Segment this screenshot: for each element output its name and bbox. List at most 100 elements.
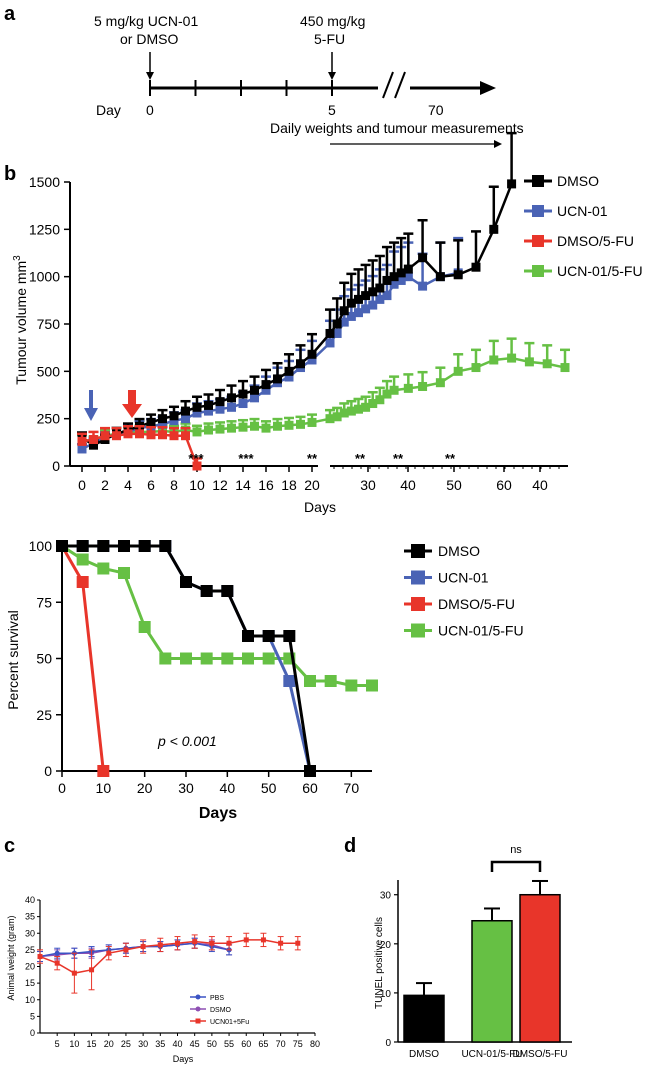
tunel-category-label: DMSO/5-FU [513, 1049, 568, 1060]
tumour-point [215, 404, 225, 414]
tumour-point [238, 422, 248, 432]
tumour-point [389, 279, 399, 289]
weight-point [226, 940, 232, 946]
dose1-arrowhead [146, 72, 154, 80]
tumour-point [169, 411, 179, 421]
survival-ytick-label: 50 [36, 651, 52, 667]
survival-line-ucn-01-5-fu [61, 544, 372, 687]
weight-point [106, 950, 112, 956]
tumour-point [135, 429, 144, 439]
tumour-point [158, 414, 167, 424]
tumour-point [353, 294, 363, 304]
survival-xtick-label: 0 [58, 780, 66, 796]
panel-label-d: d [344, 835, 356, 857]
weight-xtick-label: 5 [55, 1039, 60, 1049]
timeline-label-5fu: 5-FU [314, 31, 345, 47]
tumour-point [339, 408, 349, 418]
weight-point [89, 967, 95, 973]
tumour-point [204, 425, 213, 435]
tumour-point [158, 419, 167, 429]
tumour-point [169, 431, 179, 441]
tumour-point [332, 328, 342, 338]
tumour-point [227, 423, 236, 433]
tunel-ytick-label: 10 [380, 989, 392, 1000]
panel-label-b: b [4, 163, 16, 185]
tumour-line-dmso [81, 183, 513, 447]
timeline-label-dose: 450 mg/kg [300, 13, 365, 29]
survival-point [56, 540, 68, 552]
survival-ytick-label: 25 [36, 707, 52, 723]
panel-label-a: a [4, 3, 16, 25]
survival-point [138, 621, 151, 633]
weight-xtick-label: 50 [207, 1039, 217, 1049]
tunel-category-label: DMSO [409, 1049, 439, 1060]
tumour-point [227, 402, 236, 412]
weight-legend-label: DSMO [210, 1007, 232, 1014]
panel-label-c: c [4, 835, 15, 857]
survival-point [118, 567, 130, 579]
tumour-legend-label: DMSO [557, 173, 599, 189]
tumour-point [192, 408, 202, 418]
tumour-point [123, 429, 133, 439]
tumour-point [435, 272, 445, 282]
weight-chart: Animal weight (gram) Days 0 5 10 15 20 25 30 35… [6, 895, 320, 1064]
weight-point [192, 939, 198, 945]
weight-series [37, 932, 301, 994]
survival-ytick-label: 75 [36, 594, 52, 610]
tumour-point [403, 272, 413, 282]
tumour-point [418, 253, 428, 263]
timeline-break-2 [394, 71, 406, 99]
tumour-point [332, 412, 342, 422]
tumour-legend: DMSO UCN-01 DMSO/5-FU UCN-01/5-FU [524, 173, 643, 279]
weight-point [295, 940, 301, 946]
legend-marker [532, 265, 544, 277]
tumour-point [250, 385, 259, 395]
tumour-point [204, 400, 213, 410]
tumour-legend-label: UCN-01/5-FU [557, 263, 643, 279]
survival-xtick-label: 40 [220, 780, 236, 796]
tumour-point [89, 440, 98, 450]
tumour-point [524, 357, 534, 367]
survival-point [345, 679, 358, 692]
weight-line-ucn01-5fu [39, 939, 298, 974]
weight-xtick-label: 55 [224, 1039, 234, 1049]
tumour-point [100, 431, 110, 441]
timeline-label-ucn: 5 mg/kg UCN-01 [94, 13, 198, 29]
tumour-point [284, 366, 294, 376]
legend-marker [411, 623, 425, 638]
weight-ytick-label: 40 [25, 895, 35, 905]
weight-xtick-label: 45 [190, 1039, 200, 1049]
tunel-ytick-label: 20 [380, 940, 392, 951]
tumour-xtick-label: 0 [78, 477, 86, 493]
tunel-bar-ucn-01-5-fu [471, 919, 513, 1043]
tumour-point [382, 291, 392, 301]
tumour-point [181, 431, 190, 441]
timeline-ticks [149, 80, 333, 96]
survival-xtick-label: 20 [137, 780, 153, 796]
survival-xtick-label: 70 [344, 780, 360, 796]
tumour-point [435, 378, 445, 388]
weight-xtick-label: 30 [138, 1039, 148, 1049]
tumour-point [158, 430, 167, 440]
tumour-point [215, 397, 225, 407]
timeline-day-label: Day [96, 102, 121, 118]
tumour-point [215, 424, 225, 434]
tumour-xtick-label: 8 [170, 477, 178, 493]
tumour-point [489, 355, 499, 365]
survival-point [200, 652, 213, 665]
tumour-point [238, 389, 248, 399]
tumour-point [453, 270, 463, 280]
tumour-point [181, 414, 190, 424]
survival-point [262, 630, 275, 642]
footer-arrowhead [494, 140, 502, 148]
tumour-point [361, 291, 371, 301]
legend-marker [411, 544, 425, 558]
tumour-point [112, 431, 121, 441]
tumour-point [325, 414, 335, 424]
tumour-point [273, 374, 282, 384]
weight-point [140, 944, 146, 950]
tumour-point [284, 372, 294, 382]
tumour-ytick-label: 0 [52, 458, 60, 474]
tumour-legend-label: DMSO/5-FU [557, 233, 634, 249]
tunel-bar-dmso-5-fu [519, 893, 561, 1043]
